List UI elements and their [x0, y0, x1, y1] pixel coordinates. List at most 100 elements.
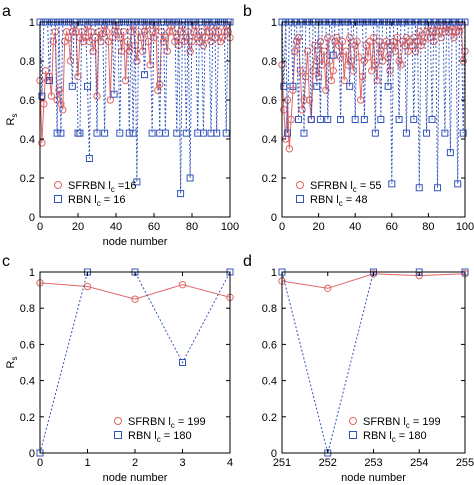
panel-b-sfrbn-point [329, 67, 337, 75]
panel-b-sfrbn-point [333, 33, 341, 42]
panel-b-sfrbn-point [355, 53, 363, 61]
panel-a-y-tick-label: 0 [29, 212, 35, 224]
panel-b-sfrbn-point [327, 76, 336, 85]
panel-b-sfrbn-legend-marker [296, 181, 304, 189]
panel-b-rbn-point [428, 116, 436, 123]
panel-c-y-tick-label: 1 [29, 267, 35, 279]
panel-b-y-tick-label: 0 [271, 212, 277, 224]
panel-b-sfrbn-point [318, 61, 326, 69]
panel-a-rbn-point [141, 71, 148, 79]
panel-c-letter: c [2, 253, 10, 270]
panel-b-rbn-point [415, 184, 423, 192]
panel-d-sfrbn-point [324, 284, 332, 292]
panel-a-sfrbn-point [129, 22, 137, 30]
panel-a-rbn-point [57, 129, 65, 137]
panel-a-sfrbn-point [138, 47, 147, 55]
panel-d-sfrbn-legend-label: SFRBN lc = 199 [363, 416, 441, 430]
panel-a-x-tick-label: 0 [37, 221, 43, 233]
panel-a-rbn-point [199, 129, 207, 137]
panel-b-rbn-point [300, 129, 308, 137]
panel-b-sfrbn-point [369, 33, 378, 42]
panel-b-rbn-point [351, 116, 359, 123]
panel-b-sfrbn-point [303, 47, 312, 55]
panel-a-sfrbn-point [80, 37, 88, 46]
panel-b-rbn-point [283, 129, 291, 137]
panel-a-sfrbn-point [66, 57, 75, 65]
panel-b-sfrbn-point [375, 37, 383, 46]
panel-b-rbn-point [423, 129, 431, 137]
panel-a-rbn-point [125, 129, 133, 137]
panel-a-rbn-point [46, 77, 53, 84]
panel-b-sfrbn-point [380, 41, 389, 50]
panel-b-sfrbn-point [358, 72, 367, 81]
panel-b-sfrbn-point [459, 57, 467, 65]
panel-b-sfrbn-point [419, 37, 427, 46]
panel-a-x-tick-label: 60 [148, 221, 160, 233]
panel-b-rbn-point [434, 184, 442, 192]
panel-a-x-tick-label: 80 [186, 221, 198, 233]
panel-a-rbn-point [182, 129, 190, 137]
panel-b-sfrbn-point [388, 41, 396, 50]
panel-c-rbn-legend-label: RBN lc = 180 [128, 430, 192, 444]
panel-b-sfrbn-point [292, 37, 301, 46]
panel-a-sfrbn-point [216, 37, 225, 46]
panel-d-letter: d [243, 253, 252, 270]
panel-a-sfrbn-point [152, 22, 160, 30]
panel-a-rbn-point [129, 129, 137, 137]
panel-b-sfrbn-point [313, 57, 321, 65]
panel-a-sfrbn-legend-label: SFRBN lc =16 [68, 180, 137, 194]
panel-b-sfrbn-point [320, 47, 328, 55]
panel-c-x-axis-label: node number [103, 472, 168, 484]
panel-b-sfrbn-point [378, 57, 387, 65]
panel-a-y-tick-label: 1 [29, 17, 35, 29]
panel-b-rbn-point [360, 116, 368, 123]
panel-a-sfrbn-point [106, 96, 115, 104]
panel-a-sfrbn-point [161, 33, 170, 42]
panel-a-x-tick-label: 20 [72, 221, 84, 233]
panel-c-rbn-line [39, 271, 231, 454]
panel-b-sfrbn-point [324, 33, 332, 42]
panel-a-sfrbn-point [59, 106, 67, 114]
panel-b-sfrbn-point [314, 72, 323, 81]
panel-a-rbn-point [101, 129, 109, 137]
panel-b-rbn-point [410, 116, 418, 123]
panel-b-sfrbn-point [389, 37, 398, 46]
panel-b-sfrbn-point [384, 53, 392, 61]
panel-b-sfrbn-point [298, 106, 306, 114]
panel-a-sfrbn-point [146, 61, 154, 69]
panel-a-sfrbn-point [60, 37, 69, 46]
panel-c-y-tick-label: 0.2 [20, 412, 35, 424]
panel-c-rbn-point [179, 359, 186, 366]
panel-a-sfrbn-point [163, 47, 172, 55]
panel-b-sfrbn-point [410, 33, 418, 42]
panel-d-x-tick-label: 251 [273, 457, 291, 469]
panel-b-x-tick-label: 60 [386, 221, 398, 233]
panel-b-y-tick-label: 0.4 [262, 134, 277, 146]
panel-a-rbn-point [76, 129, 84, 137]
panel-a-sfrbn-point [169, 28, 177, 36]
panel-c-sfrbn-point [131, 295, 139, 303]
panel-a-sfrbn-point [83, 22, 92, 30]
panel-a-rbn-point [186, 174, 194, 182]
panel-b-letter: b [243, 3, 252, 20]
panel-b-sfrbn-point [289, 86, 297, 94]
panel-a-frame [39, 21, 231, 218]
panel-b-rbn-point [402, 129, 410, 137]
panel-b-rbn-point [316, 116, 324, 123]
panel-d-x-tick-label: 255 [456, 457, 474, 469]
panel-a-x-tick-label: 100 [221, 221, 239, 233]
panel-b-sfrbn-point [316, 37, 325, 46]
panel-b-frame [281, 21, 466, 218]
panel-b-rbn-point [446, 149, 454, 157]
panel-c-y-tick-label: 0.4 [20, 376, 35, 388]
panel-b-sfrbn-point [342, 47, 350, 55]
panel-d-x-tick-label: 254 [410, 457, 428, 469]
panel-b-rbn-point [289, 82, 297, 90]
panel-b-rbn-point [324, 116, 332, 123]
panel-b-rbn-point [337, 116, 345, 123]
panel-a-sfrbn-point [55, 86, 63, 94]
panel-a-sfrbn-point [194, 33, 202, 42]
panel-c-x-tick-label: 3 [179, 457, 185, 469]
panel-a-rbn-legend-label: RBN lc = 16 [68, 194, 126, 208]
panel-a-sfrbn-point [137, 33, 145, 42]
